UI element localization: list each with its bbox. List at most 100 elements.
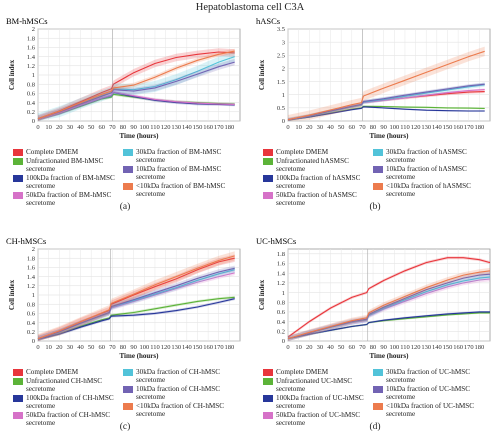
legend-swatch xyxy=(13,158,23,165)
x-tick-label: 170 xyxy=(214,124,224,131)
x-tick-label: 30 xyxy=(317,344,324,351)
x-tick-label: 120 xyxy=(411,124,421,131)
x-tick-label: 110 xyxy=(400,344,410,351)
legend-label: Complete DMEM xyxy=(276,148,329,156)
x-tick-label: 20 xyxy=(56,124,63,131)
x-tick-label: 100 xyxy=(139,344,149,351)
x-tick-label: 80 xyxy=(370,344,377,351)
x-tick-label: 40 xyxy=(77,124,84,131)
x-tick-label: 120 xyxy=(161,344,171,351)
legend-label: 30kDa fraction of UC-hMSC secretome xyxy=(386,368,471,384)
series-group-a xyxy=(37,48,235,121)
y-tick-label: 3 xyxy=(282,39,285,46)
x-tick-label: 110 xyxy=(400,124,410,131)
legend-swatch xyxy=(123,386,133,393)
panel-title-a: BM-hMSCs xyxy=(6,16,48,26)
x-tick-label: 20 xyxy=(306,344,313,351)
legend-label: 10kDa fraction of BM-hMSC secretome xyxy=(136,165,222,181)
legend-swatch xyxy=(263,149,273,156)
series-error-band-4 xyxy=(38,51,235,121)
panel-title-c: CH-hMSCs xyxy=(6,236,46,246)
series-line-2 xyxy=(287,311,490,340)
x-tick-label: 170 xyxy=(464,344,474,351)
legend-label: 50kDa fraction of UC-hMSC secretome xyxy=(276,411,361,427)
x-tick-label: 50 xyxy=(338,124,345,131)
legend-swatch xyxy=(263,395,273,402)
y-tick-label: 0.2 xyxy=(27,109,35,116)
y-tick-label: 0.4 xyxy=(277,319,286,326)
legend-swatch xyxy=(263,369,273,376)
x-tick-label: 0 xyxy=(286,124,289,131)
legend-label: Complete DMEM xyxy=(26,148,79,156)
legend-swatch xyxy=(13,378,23,385)
legend-label: 100kDa fraction of UC-hMSC secretome xyxy=(276,394,364,410)
legend-label: 100kDa fraction of hASMSC secretome xyxy=(276,174,361,190)
series-error-band-5 xyxy=(288,82,485,121)
series-error-band-2 xyxy=(288,106,485,121)
x-tick-label: 150 xyxy=(443,344,453,351)
y-tick-label: 1.2 xyxy=(277,280,285,287)
x-tick-label: 40 xyxy=(327,344,334,351)
series-group-c xyxy=(37,251,235,341)
y-tick-label: 0 xyxy=(282,118,285,125)
y-tick-label: 0.2 xyxy=(277,329,285,336)
chart-d: UC-hMSCs 0 0.2 0.4 0.6 0.8 1 1.2 1.4 1.6 1.8 0 10 20 3… xyxy=(256,236,491,360)
legend-swatch xyxy=(373,166,383,173)
x-tick-label: 160 xyxy=(453,344,463,351)
y-tick-label: 1 xyxy=(32,72,35,79)
x-tick-label: 130 xyxy=(421,344,431,351)
legend-label: 30kDa fraction of hASMSC secretome xyxy=(386,148,467,164)
legend-swatch xyxy=(13,412,23,419)
y-tick-label: 0 xyxy=(282,338,285,345)
y-axis-label-a: Cell index xyxy=(8,59,16,90)
legend-swatch xyxy=(373,183,383,190)
legend-label: 50kDa fraction of BM-hMSC secretome xyxy=(26,191,112,207)
y-tick-label: 1.8 xyxy=(27,35,35,42)
series-line-1 xyxy=(37,296,235,340)
series-line-5 xyxy=(287,83,485,121)
y-tick-label: 0.8 xyxy=(277,299,285,306)
series-error-band-1 xyxy=(288,105,485,121)
legend-label: 10kDa fraction of UC-hMSC secretome xyxy=(386,385,471,401)
x-tick-label: 170 xyxy=(464,124,474,131)
x-axis-label-b: Time (hours) xyxy=(370,132,410,140)
y-tick-label: 1.6 xyxy=(27,265,36,272)
legend-label: 10kDa fraction of hASMSC secretome xyxy=(386,165,467,181)
x-tick-label: 180 xyxy=(224,344,234,351)
y-tick-label: 0.8 xyxy=(27,301,35,308)
y-tick-label: 1.8 xyxy=(27,255,35,262)
x-tick-label: 130 xyxy=(421,124,431,131)
series-line-6 xyxy=(287,270,491,340)
legend-label: Complete DMEM xyxy=(276,368,329,376)
series-error-band-1 xyxy=(38,295,235,341)
figure-title: Hepatoblastoma cell C3A xyxy=(195,2,305,13)
x-tick-label: 60 xyxy=(349,344,356,351)
panel-label-c: (c) xyxy=(119,422,131,432)
y-tick-label: 1.8 xyxy=(277,251,285,258)
x-tick-label: 180 xyxy=(474,124,484,131)
x-tick-label: 10 xyxy=(45,124,52,131)
y-tick-label: 0.6 xyxy=(27,91,36,98)
x-tick-label: 180 xyxy=(224,124,234,131)
legend-swatch xyxy=(123,166,133,173)
x-tick-label: 140 xyxy=(432,124,442,131)
x-tick-label: 130 xyxy=(171,344,181,351)
series-error-band-4 xyxy=(38,266,235,341)
x-tick-label: 0 xyxy=(36,344,39,351)
x-tick-label: 80 xyxy=(120,344,127,351)
x-axis-label-d: Time (hours) xyxy=(370,352,410,360)
legend-swatch xyxy=(13,192,23,199)
series-line-0 xyxy=(287,257,491,338)
y-tick-label: 0.2 xyxy=(27,329,35,336)
legend-label: <10kDa fraction of hASMSC secretome xyxy=(386,182,471,198)
panel-d: UC-hMSCs 0 0.2 0.4 0.6 0.8 1 1.2 1.4 1.6 1.8 0 10 20 3… xyxy=(250,220,500,440)
y-tick-label: 0.6 xyxy=(277,309,286,316)
y-tick-label: 0.6 xyxy=(27,311,36,318)
x-tick-label: 90 xyxy=(130,344,137,351)
x-tick-label: 50 xyxy=(88,124,95,131)
x-tick-label: 100 xyxy=(389,344,399,351)
legend-label: 10kDa fraction of CH-hMSC secretome xyxy=(136,385,221,401)
y-tick-label: 1.6 xyxy=(27,45,36,52)
legend-label: 50kDa fraction of CH-hMSC secretome xyxy=(26,411,111,427)
